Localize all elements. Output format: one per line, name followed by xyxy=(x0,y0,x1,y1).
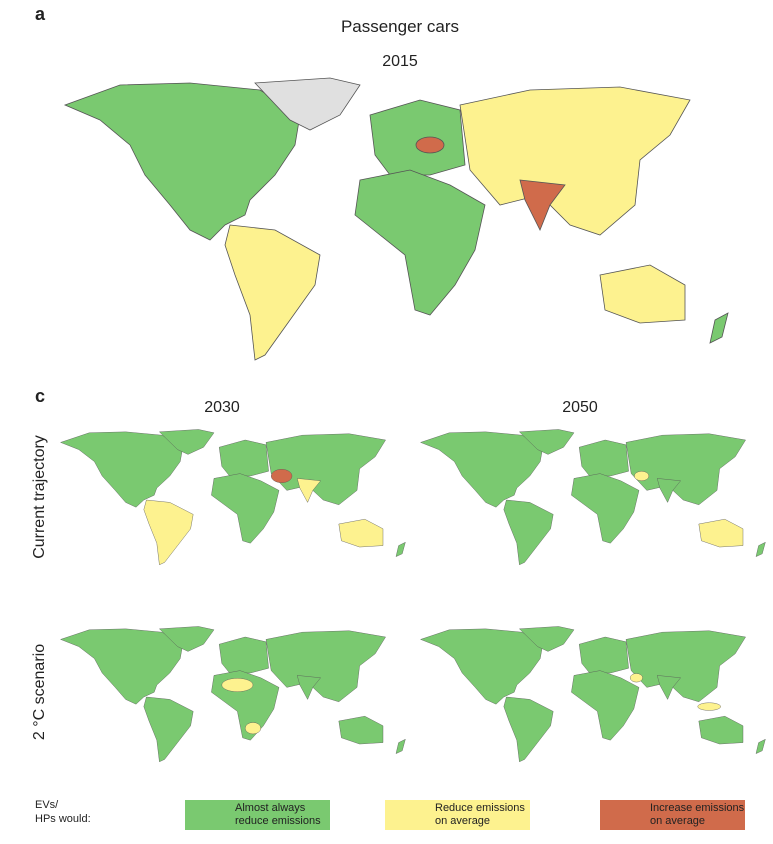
column-label: 2050 xyxy=(562,399,598,416)
region xyxy=(338,715,384,745)
region xyxy=(395,738,406,754)
region xyxy=(224,224,321,361)
legend-label: on average xyxy=(435,815,490,827)
region xyxy=(599,264,686,324)
row-label: 2 °C scenario xyxy=(31,644,48,740)
region xyxy=(218,439,269,477)
region xyxy=(415,136,445,154)
region xyxy=(64,82,301,241)
map-2030-2c xyxy=(60,626,406,763)
region xyxy=(221,678,254,692)
region xyxy=(420,628,544,705)
legend-label: Almost always xyxy=(235,802,306,814)
map-2050-2c xyxy=(420,626,766,763)
region xyxy=(143,696,194,763)
region xyxy=(571,670,640,741)
region xyxy=(503,499,554,566)
map-2015 xyxy=(64,77,729,361)
region xyxy=(211,473,280,544)
region xyxy=(369,99,466,176)
region xyxy=(270,469,293,483)
column-label: 2030 xyxy=(204,399,240,416)
region xyxy=(218,636,269,674)
legend-label: Reduce emissions xyxy=(435,802,525,814)
region xyxy=(625,630,746,703)
panel-letter: c xyxy=(35,386,45,406)
region xyxy=(143,499,194,566)
region xyxy=(755,738,766,754)
region xyxy=(755,541,766,557)
region xyxy=(338,518,384,548)
region xyxy=(60,628,184,705)
region xyxy=(60,431,184,508)
region xyxy=(697,702,721,711)
region xyxy=(629,673,643,683)
region xyxy=(578,636,629,674)
region xyxy=(265,630,386,703)
region xyxy=(420,431,544,508)
legend-swatch xyxy=(600,800,745,830)
legend-title: EVs/ xyxy=(35,799,59,811)
region xyxy=(571,473,640,544)
region xyxy=(634,471,650,481)
region xyxy=(459,86,691,236)
legend-label: reduce emissions xyxy=(235,815,321,827)
region xyxy=(698,518,744,548)
legend-label: on average xyxy=(650,815,705,827)
row-label: Current trajectory xyxy=(31,435,48,559)
region xyxy=(354,169,486,316)
legend-label: Increase emissions xyxy=(650,802,745,814)
legend-title: HPs would: xyxy=(35,813,91,825)
region xyxy=(698,715,744,745)
region xyxy=(395,541,406,557)
legend-swatch xyxy=(185,800,330,830)
region xyxy=(503,696,554,763)
map-2030-current xyxy=(60,429,406,566)
region xyxy=(578,439,629,477)
panel-letter: a xyxy=(35,4,46,24)
panel-title: Passenger cars xyxy=(341,17,459,36)
map-2050-current xyxy=(420,429,766,566)
region xyxy=(625,433,746,506)
region xyxy=(244,722,262,735)
year-label: 2015 xyxy=(382,53,418,70)
region xyxy=(709,312,729,344)
legend-swatch xyxy=(385,800,530,830)
